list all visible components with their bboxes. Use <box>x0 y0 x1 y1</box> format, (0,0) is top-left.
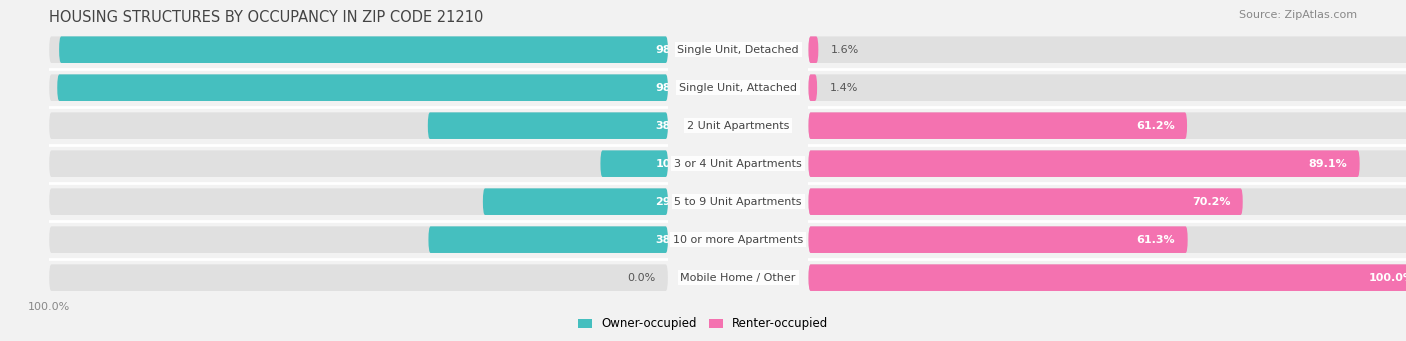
FancyBboxPatch shape <box>808 36 1406 63</box>
FancyBboxPatch shape <box>49 150 668 177</box>
FancyBboxPatch shape <box>808 264 1406 291</box>
FancyBboxPatch shape <box>808 150 1406 177</box>
Text: 1.4%: 1.4% <box>830 83 858 93</box>
Text: 5 to 9 Unit Apartments: 5 to 9 Unit Apartments <box>675 197 801 207</box>
Text: 29.9%: 29.9% <box>655 197 695 207</box>
Text: 89.1%: 89.1% <box>1309 159 1347 169</box>
FancyBboxPatch shape <box>429 226 668 253</box>
FancyBboxPatch shape <box>808 188 1406 215</box>
FancyBboxPatch shape <box>482 188 668 215</box>
FancyBboxPatch shape <box>58 74 668 101</box>
FancyBboxPatch shape <box>427 113 668 139</box>
FancyBboxPatch shape <box>49 36 668 63</box>
Text: 98.7%: 98.7% <box>655 83 695 93</box>
Legend: Owner-occupied, Renter-occupied: Owner-occupied, Renter-occupied <box>572 313 834 335</box>
FancyBboxPatch shape <box>59 36 668 63</box>
Text: 1.6%: 1.6% <box>831 45 859 55</box>
Text: Single Unit, Detached: Single Unit, Detached <box>678 45 799 55</box>
Text: 70.2%: 70.2% <box>1192 197 1230 207</box>
FancyBboxPatch shape <box>49 264 668 291</box>
Text: 61.2%: 61.2% <box>1136 121 1174 131</box>
Text: Source: ZipAtlas.com: Source: ZipAtlas.com <box>1239 10 1357 20</box>
Text: 2 Unit Apartments: 2 Unit Apartments <box>688 121 789 131</box>
Text: 0.0%: 0.0% <box>627 273 655 283</box>
Text: Mobile Home / Other: Mobile Home / Other <box>681 273 796 283</box>
FancyBboxPatch shape <box>49 74 668 101</box>
FancyBboxPatch shape <box>808 264 1406 291</box>
FancyBboxPatch shape <box>808 74 817 101</box>
FancyBboxPatch shape <box>808 74 1406 101</box>
Text: 10 or more Apartments: 10 or more Apartments <box>673 235 803 245</box>
FancyBboxPatch shape <box>808 113 1406 139</box>
FancyBboxPatch shape <box>49 188 668 215</box>
Text: 100.0%: 100.0% <box>1368 273 1406 283</box>
Text: 98.4%: 98.4% <box>655 45 695 55</box>
Text: HOUSING STRUCTURES BY OCCUPANCY IN ZIP CODE 21210: HOUSING STRUCTURES BY OCCUPANCY IN ZIP C… <box>49 10 484 25</box>
Text: 10.9%: 10.9% <box>655 159 695 169</box>
FancyBboxPatch shape <box>808 150 1360 177</box>
FancyBboxPatch shape <box>808 226 1406 253</box>
FancyBboxPatch shape <box>600 150 668 177</box>
FancyBboxPatch shape <box>808 226 1188 253</box>
FancyBboxPatch shape <box>49 226 668 253</box>
Text: 3 or 4 Unit Apartments: 3 or 4 Unit Apartments <box>675 159 801 169</box>
FancyBboxPatch shape <box>808 113 1187 139</box>
Text: 61.3%: 61.3% <box>1136 235 1175 245</box>
Text: Single Unit, Attached: Single Unit, Attached <box>679 83 797 93</box>
Text: 38.7%: 38.7% <box>655 235 695 245</box>
FancyBboxPatch shape <box>808 36 818 63</box>
Text: 38.8%: 38.8% <box>655 121 695 131</box>
FancyBboxPatch shape <box>808 188 1243 215</box>
FancyBboxPatch shape <box>49 113 668 139</box>
